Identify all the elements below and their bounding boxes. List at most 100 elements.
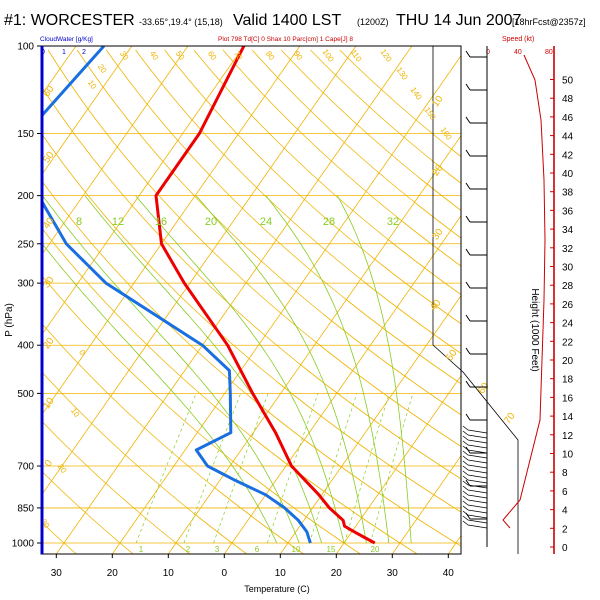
wind-barb-low	[462, 450, 488, 459]
plot-info: Plot 798 Td[C] 0 Shax 10 Parc[cm] 1 Cape…	[218, 36, 353, 43]
wind-barb	[465, 347, 487, 355]
wind-barb-low	[462, 505, 488, 514]
wind-barb-low	[462, 515, 488, 524]
height-tick-20: 20	[562, 356, 574, 367]
speed-tick-40: 40	[514, 49, 522, 56]
pressure-tick-200: 200	[17, 191, 34, 202]
mixing-ratio-1	[135, 393, 197, 544]
speed-label: Speed (kt)	[502, 36, 534, 43]
speed-tick-0: 0	[486, 49, 490, 56]
speed-line	[502, 54, 546, 529]
wind-barbs	[462, 46, 488, 547]
wind-barb	[465, 116, 487, 124]
mixing-ratio-6	[267, 393, 319, 544]
isotherm--80	[41, 46, 133, 177]
valid-utc: (1200Z)	[357, 17, 389, 27]
isotherm-0	[223, 215, 461, 554]
pressure-axis: 100 150 200 250 300 400 500 700 850 1000	[12, 42, 41, 550]
mixing-ratio-label-0: 1	[139, 545, 144, 554]
series-line-temperature	[154, 46, 376, 545]
mixing-ratio-15	[344, 393, 390, 544]
series-line-dewpoint	[41, 46, 312, 544]
mixing-ratio-label-3: 6	[255, 545, 260, 554]
height-tick-24: 24	[562, 319, 574, 330]
moist-adiabat-label-4: 24	[260, 216, 272, 228]
wind-barb-low	[462, 470, 488, 479]
height-tick-30: 30	[562, 263, 574, 274]
wind-barb-low	[462, 495, 488, 504]
isotherm--20	[111, 55, 461, 554]
pressure-tick-500: 500	[17, 389, 34, 400]
temp-tick-7: 40	[443, 568, 455, 579]
pressure-tick-700: 700	[17, 462, 34, 473]
wind-speed-profile	[502, 54, 546, 529]
pressure-tick-250: 250	[17, 239, 34, 250]
height-tick-28: 28	[562, 281, 574, 292]
station-coords: -33.65°,19.4° (15,18)	[139, 17, 223, 27]
station-title: #1: WORCESTER	[4, 12, 135, 29]
pressure-tick-1000: 1000	[12, 539, 35, 550]
height-tick-50: 50	[562, 76, 574, 87]
wind-barb-low	[462, 520, 488, 529]
moist-adiabat-label-6: 32	[387, 216, 399, 228]
pressure-tick-300: 300	[17, 279, 34, 290]
mixing-ratio-20	[370, 393, 414, 544]
wind-barb-low	[462, 510, 488, 519]
height-tick-0: 0	[562, 543, 568, 554]
mixing-ratio-lines	[135, 393, 414, 544]
wind-barb-low	[462, 460, 488, 469]
wind-barb	[465, 215, 487, 223]
wind-barb-low	[462, 490, 488, 499]
height-tick-8: 8	[562, 468, 568, 479]
isobar-lines	[41, 45, 461, 544]
wind-barb	[465, 248, 487, 256]
dry-adiabat--10	[41, 419, 191, 554]
pressure-tick-850: 850	[17, 503, 34, 514]
isotherm-10	[279, 295, 461, 554]
pressure-tick-100: 100	[17, 42, 34, 53]
wind-barb-low	[462, 435, 488, 444]
wind-barb	[465, 314, 487, 322]
dry-adiabat-80	[76, 49, 461, 416]
moist-adiabat-label-3: 20	[205, 216, 217, 228]
forecast-label: [18hrFcst@2357z]	[512, 17, 586, 27]
moist-adiabat-label-5: 28	[323, 216, 335, 228]
temp-tick-0: 30	[51, 568, 63, 579]
mixing-ratio-label-1: 2	[186, 545, 191, 554]
pressure-tick-400: 400	[17, 341, 34, 352]
wind-barb-low	[462, 440, 488, 449]
temp-tick-5: 20	[331, 568, 343, 579]
moist-adiabat-8	[41, 241, 278, 544]
moist-adiabat-lines	[41, 195, 412, 544]
dry-adiabat-150	[281, 49, 461, 211]
mixing-ratio-label-2: 3	[215, 545, 220, 554]
dry-adiabat-110	[164, 49, 461, 325]
mixing-ratio-3	[213, 393, 269, 544]
valid-date: THU 14 Jun 2007	[396, 12, 522, 29]
temp-tick-3: 0	[222, 568, 228, 579]
wind-barb-low	[462, 480, 488, 489]
dry-adiabat-120	[193, 49, 461, 296]
speed-tick-80: 80	[545, 49, 553, 56]
dry-adiabat-20	[41, 273, 361, 554]
dry-adiabat-10	[41, 321, 304, 554]
dry-adiabat-140	[251, 49, 461, 239]
height-tick-4: 4	[562, 506, 568, 517]
wind-barb-low	[462, 465, 488, 474]
wind-barb-low	[462, 430, 488, 439]
wind-barb-low	[462, 485, 488, 494]
height-axis-label: Height (1000 Feet)	[529, 288, 540, 371]
isotherm-label-6: 0	[43, 458, 55, 469]
dry-adiabat-100	[135, 49, 461, 354]
height-tick-16: 16	[562, 393, 574, 404]
dry-adiabat-70	[47, 49, 461, 447]
valid-time: Valid 1400 LST	[233, 12, 341, 29]
terrain-bracket	[432, 46, 519, 554]
dry-adiabat-40	[41, 179, 461, 547]
height-axis: 0246810121416182022242628303234363840424…	[550, 46, 574, 554]
mixing-ratio-label-5: 15	[327, 545, 336, 554]
mixing-ratio-2	[183, 393, 242, 544]
isotherm-lines	[41, 46, 461, 554]
sounding-profiles	[41, 46, 376, 545]
